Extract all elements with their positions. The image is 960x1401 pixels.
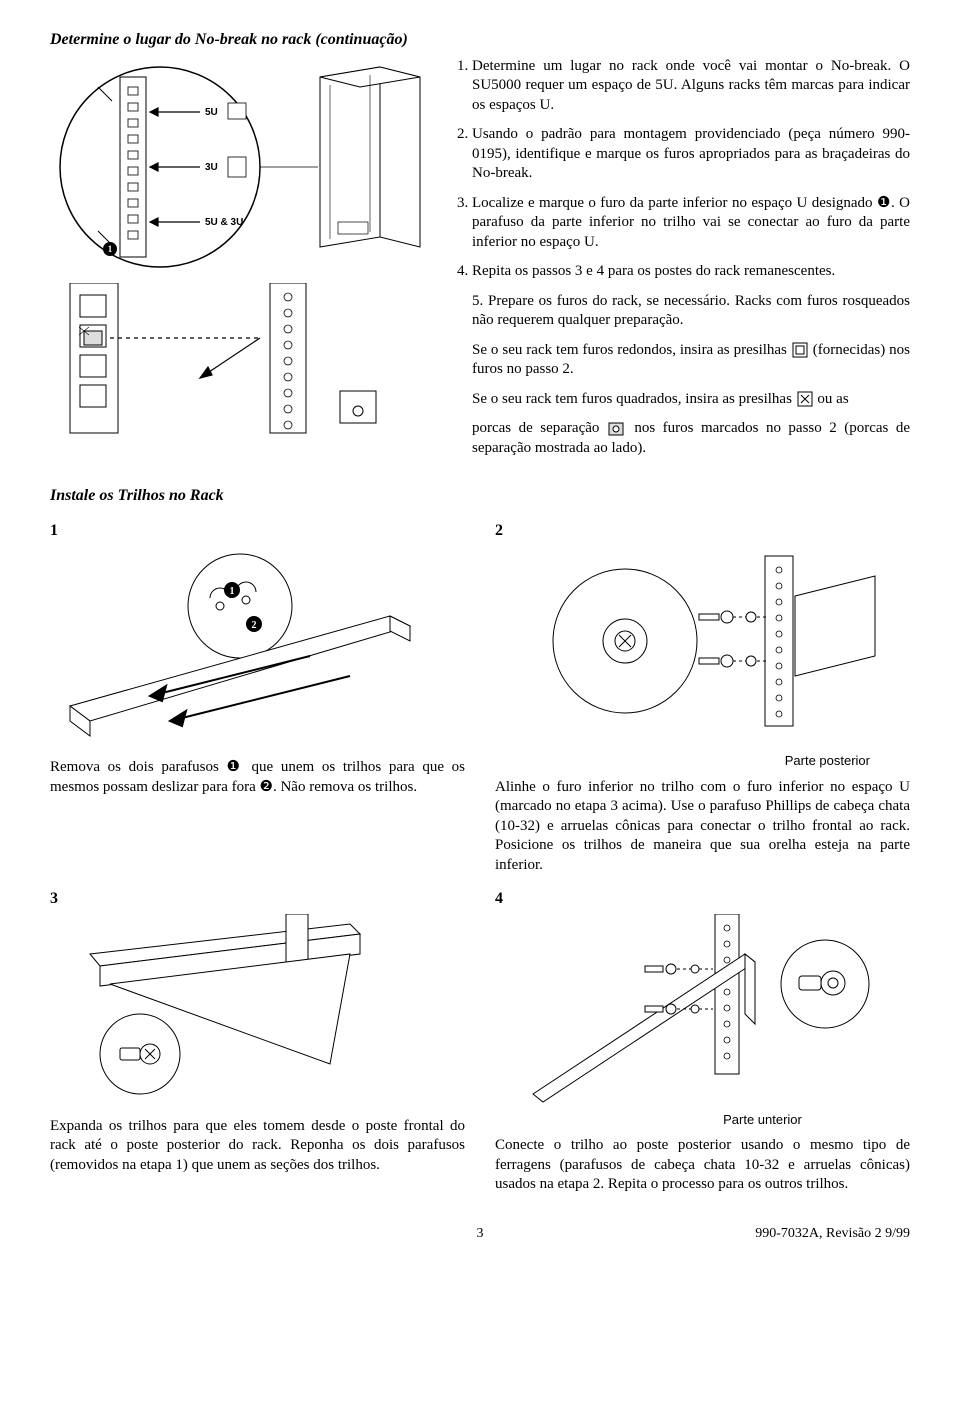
top-left-diagrams: 5U 3U 5U & 3U 1 — [50, 57, 430, 469]
rail-diagram-4 — [495, 914, 895, 1104]
para-4: Conecte o trilho ao poste posterior usan… — [495, 1136, 910, 1195]
para-1: Remova os dois parafusos ❶ que unem os t… — [50, 758, 465, 797]
step5-block: 5. Prepare os furos do rack, se necessár… — [450, 292, 910, 459]
svg-text:3U: 3U — [205, 162, 218, 173]
svg-text:5U & 3U: 5U & 3U — [205, 217, 243, 228]
step-4: Repita os passos 3 e 4 para os postes do… — [472, 262, 910, 282]
section2-title: Instale os Trilhos no Rack — [50, 486, 910, 507]
num-1: 1 — [50, 521, 465, 542]
num-3: 3 — [50, 889, 465, 910]
step5-square-a: Se o seu rack tem furos quadrados, insir… — [472, 391, 796, 407]
para-3: Expanda os trilhos para que eles tomem d… — [50, 1117, 465, 1176]
cage-nut-icon — [607, 420, 627, 438]
step5-square-b: ou as — [817, 391, 848, 407]
rail-diagram-2 — [495, 546, 895, 746]
step-1: Determine um lugar no rack onde você vai… — [472, 57, 910, 116]
svg-text:5U: 5U — [205, 107, 218, 118]
step5-nuts: porcas de separação nos furos marcados n… — [472, 419, 910, 458]
cell-2: 2 — [495, 517, 910, 875]
label-unterior: Parte unterior — [723, 1112, 802, 1127]
step5-round: Se o seu rack tem furos redondos, insira… — [472, 341, 910, 380]
cell-3: 3 Expanda os trilhos para que eles tomem… — [50, 885, 465, 1194]
rails-row-2: 3 Expanda os trilhos para que eles tomem… — [50, 885, 910, 1194]
cell-1: 1 1 2 Remova os dois parafusos ❶ que une… — [50, 517, 465, 875]
footer: 3 990-7032A, Revisão 2 9/99 — [50, 1225, 910, 1243]
clip-square-icon — [796, 390, 814, 408]
step-2: Usando o padrão para montagem providenci… — [472, 125, 910, 184]
label-posterior: Parte posterior — [785, 753, 870, 768]
step5-round-a: Se o seu rack tem furos redondos, insira… — [472, 342, 791, 358]
steps-list: Determine um lugar no rack onde você vai… — [450, 57, 910, 282]
num-2: 2 — [495, 521, 910, 542]
rail-diagram-3 — [50, 914, 450, 1104]
step-3: Localize e marque o furo da parte inferi… — [472, 194, 910, 253]
svg-text:1: 1 — [230, 586, 235, 597]
step5-square: Se o seu rack tem furos quadrados, insir… — [472, 390, 910, 410]
section1-title: Determine o lugar do No-break no rack (c… — [50, 30, 910, 51]
svg-text:1: 1 — [108, 244, 113, 254]
cage-nut-diagram — [50, 283, 430, 453]
rail-diagram-1: 1 2 — [50, 546, 450, 746]
rack-detail-diagram: 5U 3U 5U & 3U 1 — [50, 57, 430, 277]
step5-nuts-a: porcas de separação — [472, 420, 607, 436]
footer-page-num: 3 — [250, 1225, 710, 1243]
top-section-row: 5U 3U 5U & 3U 1 — [50, 57, 910, 469]
para-2: Alinhe o furo inferior no trilho com o f… — [495, 778, 910, 876]
rails-row-1: 1 1 2 Remova os dois parafusos ❶ que une… — [50, 517, 910, 875]
top-right-text: Determine um lugar no rack onde você vai… — [450, 57, 910, 469]
svg-text:2: 2 — [252, 620, 257, 631]
footer-doc-id: 990-7032A, Revisão 2 9/99 — [710, 1225, 910, 1243]
step5-intro: 5. Prepare os furos do rack, se necessár… — [472, 292, 910, 331]
cell-4: 4 — [495, 885, 910, 1194]
clip-round-icon — [791, 341, 809, 359]
num-4: 4 — [495, 889, 910, 910]
